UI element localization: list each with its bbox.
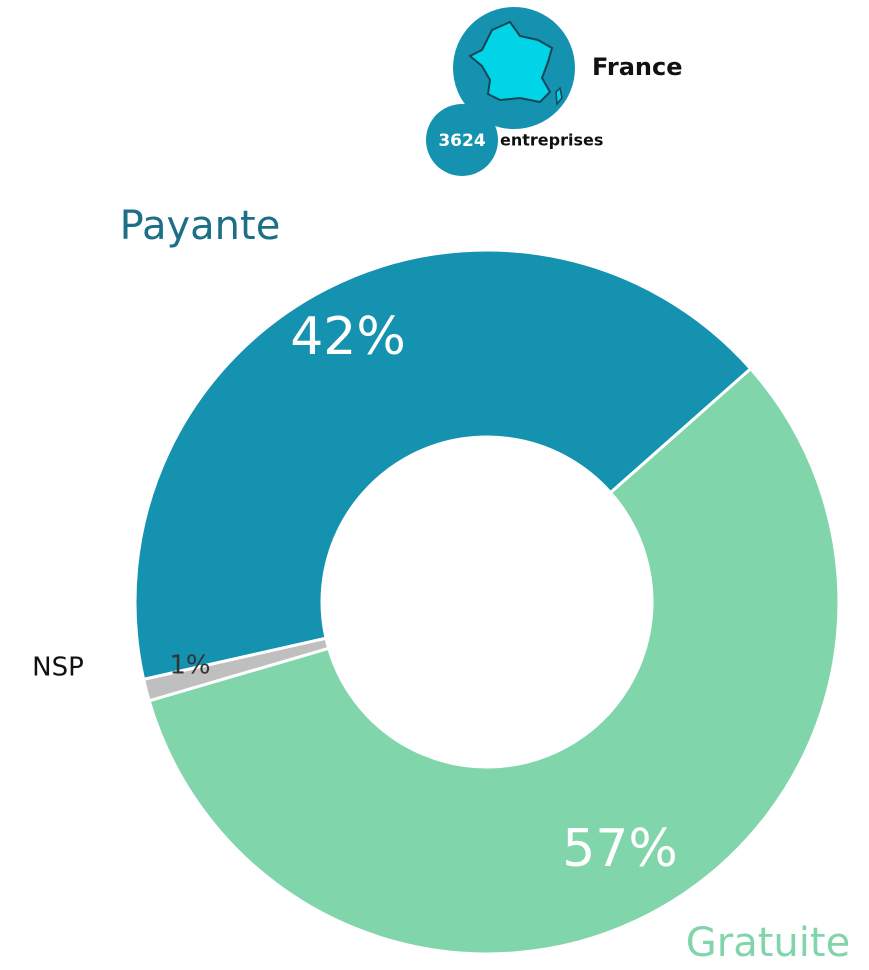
donut-segment — [141, 636, 331, 703]
donut-segment — [147, 366, 841, 956]
donut-segment — [133, 248, 753, 682]
count-label: 3624 — [438, 131, 485, 151]
category-label: Gratuite — [686, 920, 850, 966]
country-label: France — [592, 53, 682, 81]
unit-label: entreprises — [500, 131, 603, 150]
category-label: Payante — [120, 203, 281, 249]
corsica — [555, 86, 563, 106]
value-label: 1% — [169, 651, 210, 681]
value-label: 57% — [562, 819, 678, 879]
france-map — [468, 20, 554, 104]
value-label: 42% — [290, 307, 406, 367]
category-label: NSP — [32, 653, 84, 683]
count-circle — [426, 104, 498, 176]
header-badge: France 3624 entreprises — [426, 7, 682, 176]
